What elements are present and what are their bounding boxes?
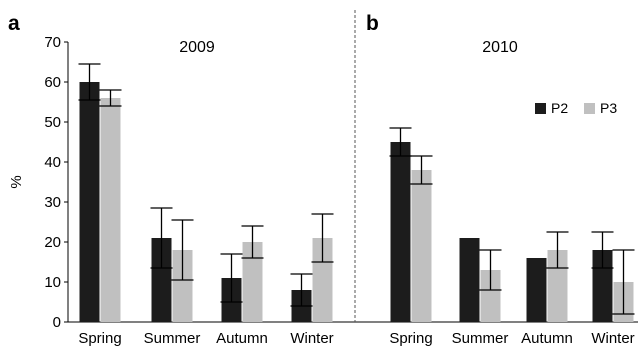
x-tick-label: Autumn: [216, 330, 268, 347]
y-tick-label: 30: [44, 194, 61, 211]
x-tick-label: Autumn: [521, 330, 573, 347]
x-tick-label: Winter: [591, 330, 634, 347]
y-tick-label: 10: [44, 274, 61, 291]
x-tick-label: Summer: [452, 330, 509, 347]
panel-b: b 2010 Spring Summer Autumn Winter: [366, 12, 635, 347]
y-tick-label: 0: [53, 314, 61, 331]
x-tick-label: Spring: [78, 330, 121, 347]
legend: P2 P3: [535, 100, 617, 116]
bar-p2: [460, 238, 480, 322]
bar-p2: [527, 258, 547, 322]
legend-label-p2: P2: [551, 100, 568, 116]
panel-letter: b: [366, 12, 379, 35]
panel-title: 2010: [482, 39, 518, 56]
y-tick-label: 50: [44, 114, 61, 131]
legend-swatch-p2: [535, 103, 546, 114]
x-tick-label: Summer: [144, 330, 201, 347]
legend-swatch-p3: [584, 103, 595, 114]
y-axis-label: %: [8, 175, 25, 188]
y-tick-label: 40: [44, 154, 61, 171]
legend-label-p3: P3: [600, 100, 617, 116]
bar-p3: [101, 98, 121, 322]
panel-a: a 2009 Spring Summer Autumn Winter: [8, 12, 334, 347]
bar-p2: [80, 82, 100, 322]
x-tick-label: Winter: [290, 330, 333, 347]
y-tick-label: 60: [44, 74, 61, 91]
y-axis-label-text: %: [8, 175, 25, 188]
y-tick-label: 20: [44, 234, 61, 251]
panel-letter: a: [8, 12, 20, 35]
bar-p2: [391, 142, 411, 322]
panel-title: 2009: [179, 39, 215, 56]
bar-p3: [412, 170, 432, 322]
y-tick-label: 70: [44, 34, 61, 51]
x-tick-label: Spring: [389, 330, 432, 347]
